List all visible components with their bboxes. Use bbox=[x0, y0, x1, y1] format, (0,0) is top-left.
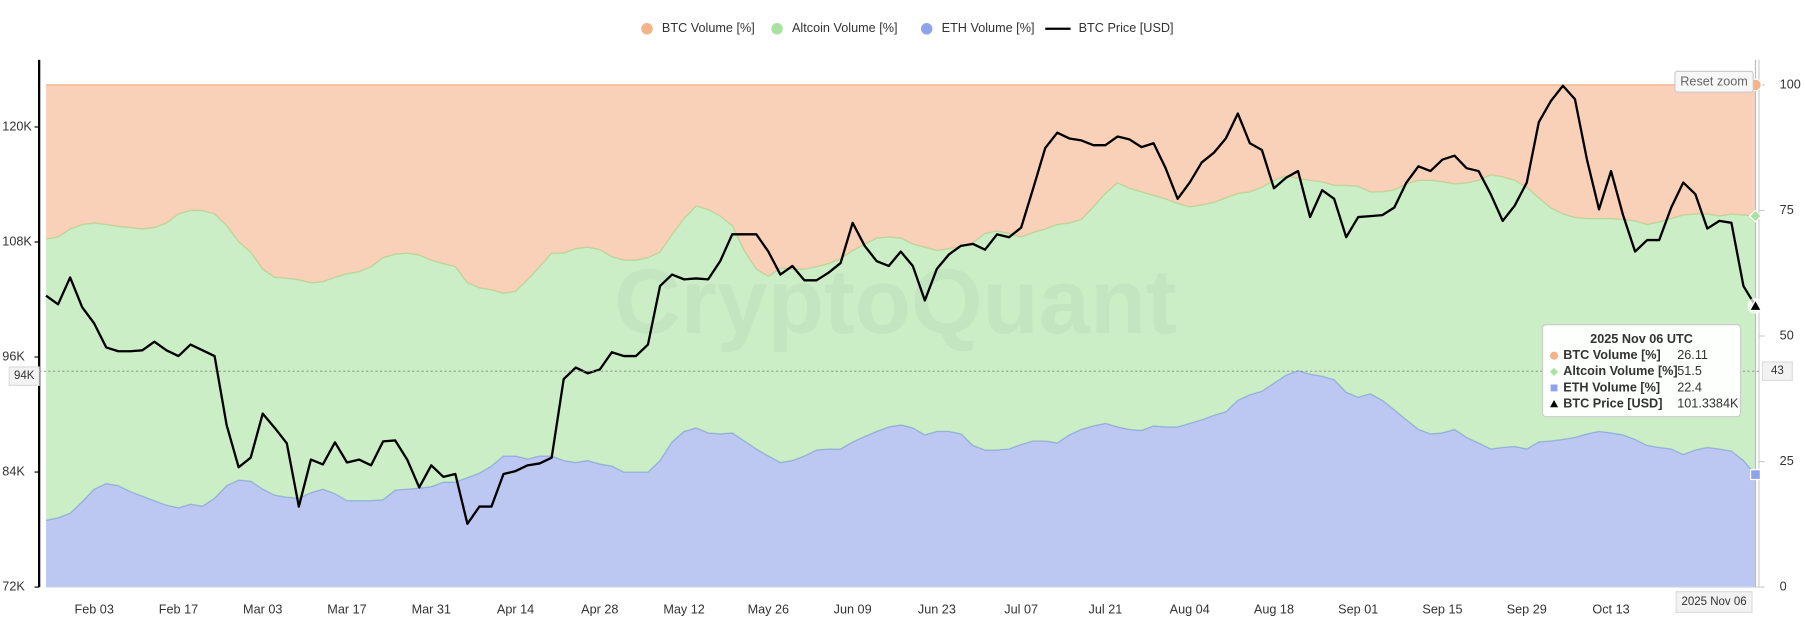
y2-tick-label: 100 bbox=[1780, 77, 1801, 91]
legend-label[interactable]: BTC Price [USD] bbox=[1079, 21, 1174, 35]
y2-tick-label: 50 bbox=[1780, 328, 1794, 342]
x-tick-label: Mar 03 bbox=[243, 602, 282, 616]
legend-item[interactable]: Altcoin Volume [%] bbox=[771, 21, 898, 35]
y2-tick-label: 25 bbox=[1780, 454, 1794, 468]
x-tick-label: Jul 21 bbox=[1089, 602, 1123, 616]
x-tick-label: Jun 09 bbox=[834, 602, 872, 616]
legend-marker bbox=[771, 23, 783, 35]
tooltip-value: 51.5 bbox=[1677, 364, 1702, 378]
tooltip-value: 101.3384K bbox=[1677, 396, 1739, 410]
reset-zoom-label[interactable]: Reset zoom bbox=[1680, 75, 1748, 89]
legend-label[interactable]: ETH Volume [%] bbox=[942, 21, 1035, 35]
area-fill bbox=[46, 174, 1756, 521]
x-tick-label: Apr 28 bbox=[581, 602, 618, 616]
x-tick-label: Mar 17 bbox=[327, 602, 366, 616]
price-line bbox=[45, 84, 1757, 525]
legend-label[interactable]: BTC Volume [%] bbox=[662, 21, 755, 35]
y-tick-label: 72K bbox=[2, 579, 25, 593]
y-tick-label: 84K bbox=[2, 464, 25, 478]
legend-marker bbox=[641, 23, 653, 35]
y2-tick-label: 75 bbox=[1780, 203, 1794, 217]
y2-tick-label: 0 bbox=[1780, 579, 1787, 593]
x-tick-label: May 12 bbox=[663, 602, 705, 616]
crosshair-y2-label: 43 bbox=[1771, 365, 1784, 377]
crosshair-y-box bbox=[8, 366, 40, 386]
x-tick-label: Sep 01 bbox=[1338, 602, 1378, 616]
x-tick-label: Oct 13 bbox=[1592, 602, 1629, 616]
tooltip-marker bbox=[1550, 384, 1558, 392]
area-fill bbox=[46, 84, 1756, 294]
x-tick-label: Feb 03 bbox=[74, 602, 113, 616]
tooltip-series-name: BTC Volume [%] bbox=[1563, 348, 1661, 362]
hover-marker bbox=[1748, 209, 1763, 223]
legend-item[interactable]: BTC Volume [%] bbox=[641, 21, 755, 35]
x-tick-label: Jun 23 bbox=[918, 602, 956, 616]
x-tick-label: Jul 07 bbox=[1004, 602, 1038, 616]
tooltip-series-name: ETH Volume [%] bbox=[1563, 380, 1660, 394]
legend-item[interactable]: ETH Volume [%] bbox=[920, 21, 1035, 35]
crosshair-x-box bbox=[1675, 591, 1753, 613]
x-tick-label: May 26 bbox=[748, 602, 790, 616]
tooltip-marker bbox=[1550, 367, 1559, 376]
x-tick-label: Sep 29 bbox=[1507, 602, 1547, 616]
y-tick-label: 120K bbox=[2, 119, 32, 133]
tooltip-marker bbox=[1550, 351, 1559, 360]
hover-marker bbox=[1750, 469, 1761, 481]
tooltip-title: 2025 Nov 06 UTC bbox=[1590, 332, 1693, 346]
area-fill bbox=[46, 370, 1756, 588]
legend-marker bbox=[920, 23, 933, 35]
reset-zoom-button[interactable] bbox=[1674, 70, 1754, 93]
tooltip-series-name: Altcoin Volume [%] bbox=[1563, 364, 1677, 378]
tooltip-value: 22.4 bbox=[1677, 380, 1702, 394]
crosshair-y2-box bbox=[1761, 361, 1793, 381]
tooltip-series-name: BTC Price [USD] bbox=[1563, 396, 1662, 410]
crosshair-y-label: 94K bbox=[14, 370, 35, 382]
x-tick-label: Aug 04 bbox=[1170, 602, 1210, 616]
tooltip-value: 26.11 bbox=[1677, 348, 1708, 362]
legend-item[interactable]: BTC Price [USD] bbox=[1045, 21, 1174, 35]
x-tick-label: Feb 17 bbox=[159, 602, 198, 616]
x-tick-label: Sep 15 bbox=[1422, 602, 1462, 616]
hover-marker bbox=[1748, 298, 1763, 312]
crosshair-x-label: 2025 Nov 06 bbox=[1681, 596, 1746, 608]
tooltip-marker bbox=[1550, 400, 1559, 408]
y-tick-label: 108K bbox=[2, 234, 32, 248]
x-tick-label: Mar 31 bbox=[412, 602, 451, 616]
legend-label[interactable]: Altcoin Volume [%] bbox=[792, 21, 898, 35]
tooltip-box bbox=[1541, 324, 1742, 418]
y-tick-label: 96K bbox=[2, 349, 25, 363]
x-tick-label: Aug 18 bbox=[1254, 602, 1294, 616]
x-tick-label: Apr 14 bbox=[497, 602, 534, 616]
watermark: CryptoQuant bbox=[614, 250, 1177, 353]
